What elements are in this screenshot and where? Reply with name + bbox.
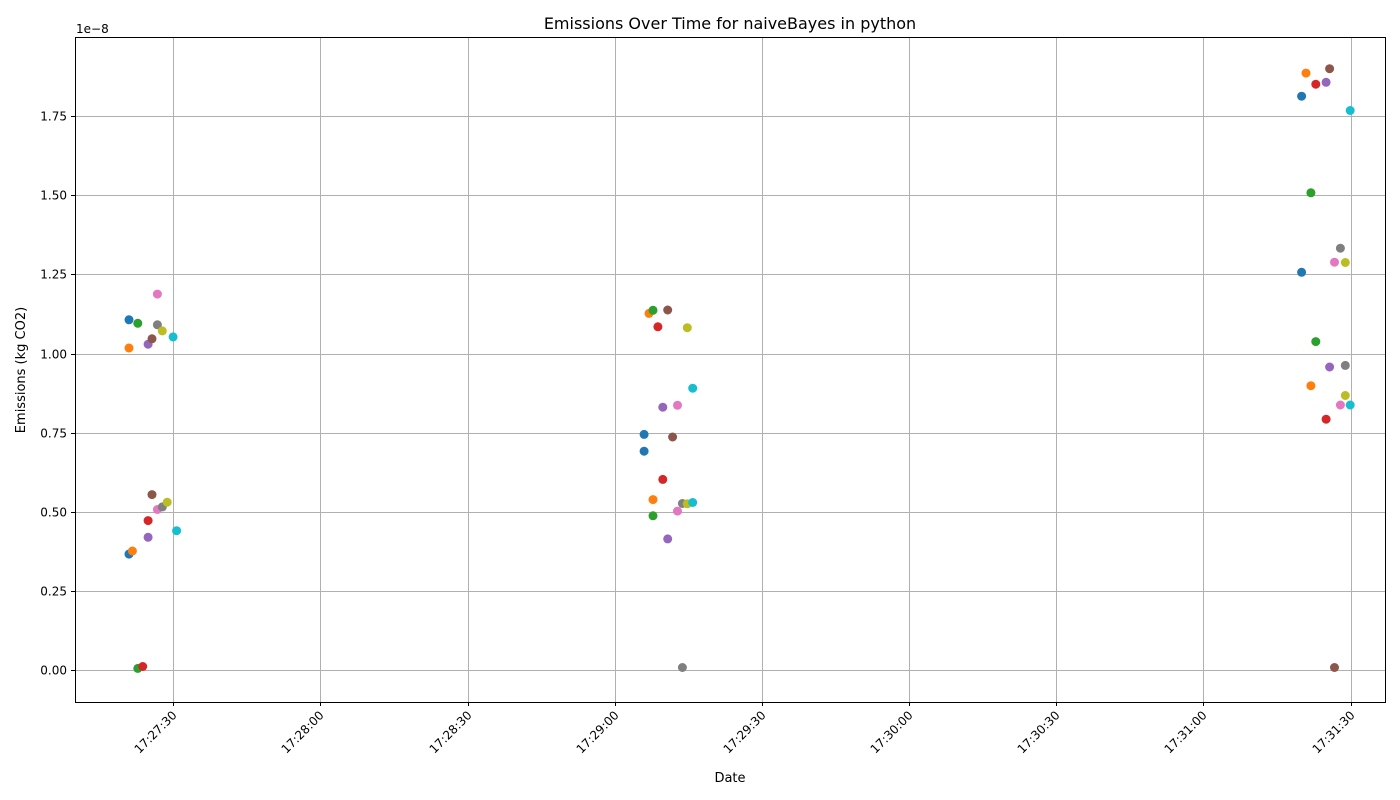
data-point	[1325, 64, 1335, 74]
data-point	[663, 305, 673, 315]
data-point	[124, 343, 134, 353]
y-tick-label: 1.25	[40, 268, 67, 282]
data-point	[1311, 79, 1321, 89]
data-point	[648, 511, 658, 521]
data-points	[124, 64, 1355, 673]
data-point	[147, 490, 157, 500]
data-point	[157, 326, 167, 336]
data-point	[127, 546, 137, 556]
y-tick-label: 1.00	[40, 348, 67, 362]
data-point	[143, 516, 153, 526]
y-tick-label: 0.25	[40, 585, 67, 599]
x-tick-label: 17:30:30	[1015, 708, 1063, 756]
data-point	[1297, 91, 1307, 101]
data-point	[147, 334, 157, 344]
y-axis-offset-label: 1e−8	[76, 22, 109, 36]
y-tick-label: 0.75	[40, 427, 67, 441]
chart-title: Emissions Over Time for naiveBayes in py…	[544, 14, 916, 33]
data-point	[668, 432, 678, 442]
data-point	[677, 663, 687, 672]
data-point	[648, 305, 658, 315]
y-tick-label: 1.50	[40, 189, 67, 203]
data-point	[1321, 414, 1331, 424]
grid	[75, 37, 1385, 702]
data-point	[1330, 663, 1339, 672]
x-tick-label: 17:29:00	[574, 708, 622, 756]
data-point	[688, 498, 698, 507]
x-tick-label: 17:30:00	[868, 708, 916, 756]
data-point	[168, 332, 178, 342]
data-point	[688, 383, 698, 393]
data-point	[1345, 106, 1355, 115]
data-point	[124, 315, 134, 325]
x-tick-label: 17:31:00	[1162, 708, 1210, 756]
data-point	[1301, 68, 1311, 78]
data-point	[1325, 362, 1335, 372]
data-point	[1335, 400, 1345, 410]
data-point	[639, 446, 649, 456]
x-tick-label: 17:28:30	[427, 708, 475, 756]
y-axis-label: Emissions (kg CO2)	[14, 307, 29, 433]
x-tick-label: 17:27:30	[132, 708, 180, 756]
x-tick-label: 17:28:00	[279, 708, 327, 756]
y-tick-label: 0.00	[40, 664, 67, 678]
data-point	[138, 662, 148, 671]
data-point	[673, 506, 682, 516]
data-point	[1306, 188, 1316, 198]
data-point	[143, 532, 153, 542]
plot-frame	[75, 37, 1386, 703]
data-point	[648, 495, 658, 505]
data-point	[133, 318, 143, 328]
data-point	[673, 400, 682, 410]
data-point	[152, 320, 162, 330]
x-axis-label: Date	[714, 771, 745, 786]
data-point	[658, 402, 668, 412]
data-point	[1321, 77, 1331, 87]
data-point	[1306, 381, 1316, 391]
x-tick-label: 17:31:30	[1310, 708, 1358, 756]
data-point	[682, 323, 692, 333]
data-point	[1297, 267, 1307, 277]
data-point	[1340, 391, 1350, 400]
data-point	[162, 497, 172, 507]
data-point	[1311, 337, 1321, 347]
data-point	[1345, 400, 1355, 410]
y-tick-label: 1.75	[40, 110, 67, 124]
y-tick-label: 0.50	[40, 506, 67, 520]
data-point	[172, 526, 182, 536]
data-point	[663, 534, 673, 544]
data-point	[152, 289, 162, 299]
x-axis-ticks: 17:27:30 17:28:00 17:28:30 17:29:00 17:29:30…	[132, 702, 1358, 756]
x-tick-label: 17:29:30	[721, 708, 769, 756]
y-axis-ticks: 0.00 0.25 0.50 0.75 1.00 1.25 1.50 1.75	[40, 110, 75, 678]
data-point	[1330, 257, 1339, 267]
data-point	[658, 474, 668, 484]
data-point	[1340, 360, 1350, 370]
data-point	[1340, 258, 1350, 267]
data-point	[653, 322, 663, 332]
data-point	[639, 429, 649, 439]
data-point	[1335, 243, 1345, 253]
